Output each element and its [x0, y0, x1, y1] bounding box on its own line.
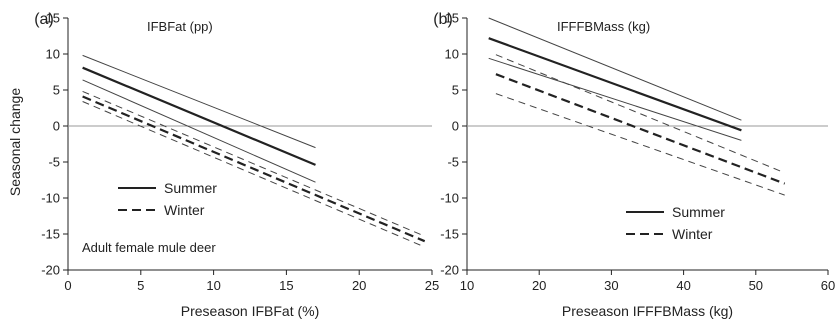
x-tick-label: 20: [352, 278, 366, 293]
y-tick-label: -10: [440, 191, 459, 206]
legend-label-summer: Summer: [164, 180, 217, 196]
legend-label-summer: Summer: [672, 204, 725, 220]
x-tick-label: 10: [460, 278, 474, 293]
panel-a: 15 10 5 0 -5 -10 -15 -20 0 5 10 15 20 25 (a) IFBFat (pp…: [34, 11, 439, 320]
legend: Summer Winter: [118, 180, 217, 218]
legend: Summer Winter: [626, 204, 725, 242]
y-tick-label: -5: [447, 155, 459, 170]
y-tick-label: -10: [41, 191, 60, 206]
y-tick-label: -15: [440, 227, 459, 242]
x-axis-label: Preseason IFBFat (%): [181, 303, 320, 319]
y-tick-label: 10: [46, 47, 60, 62]
summer-fit-line: [488, 37, 742, 132]
legend-label-winter: Winter: [672, 226, 713, 242]
x-tick-label: 20: [532, 278, 546, 293]
x-tick-label: 0: [64, 278, 71, 293]
y-tick-label: -15: [41, 227, 60, 242]
y-tick-label: 15: [46, 11, 60, 26]
x-tick-label: 50: [749, 278, 763, 293]
y-axis-label: Seasonal change: [7, 88, 23, 196]
y-tick-label: 10: [445, 47, 459, 62]
summer-ci-lower-line: [488, 57, 742, 141]
winter-ci-upper-line: [495, 54, 785, 174]
panel-title: IFFFBMass (kg): [557, 19, 650, 34]
y-tick-label: 5: [53, 83, 60, 98]
x-tick-label: 5: [137, 278, 144, 293]
y-tick-label: -20: [41, 263, 60, 278]
legend-label-winter: Winter: [164, 202, 205, 218]
winter-ci-upper-line: [82, 90, 425, 237]
y-tick-label: 0: [452, 119, 459, 134]
winter-fit-line: [82, 95, 426, 243]
ylabel-group: Seasonal change: [7, 88, 23, 196]
y-tick-label: -20: [440, 263, 459, 278]
x-tick-label: 15: [279, 278, 293, 293]
x-tick-label: 25: [425, 278, 439, 293]
panel-title: IFBFat (pp): [147, 19, 213, 34]
x-tick-label: 40: [676, 278, 690, 293]
summer-ci-lower-line: [82, 79, 316, 183]
annotation-text: Adult female mule deer: [82, 240, 216, 255]
winter-ci-lower-line: [82, 101, 425, 248]
summer-ci-upper-line: [488, 17, 742, 121]
y-tick-label: 15: [445, 11, 459, 26]
x-axis-label: Preseason IFFFBMass (kg): [562, 303, 733, 319]
summer-ci-upper-line: [82, 54, 316, 149]
winter-fit-line: [495, 73, 786, 185]
panel-label: (b): [433, 11, 453, 28]
y-tick-label: 5: [452, 83, 459, 98]
y-tick-label: 0: [53, 119, 60, 134]
x-tick-label: 60: [821, 278, 835, 293]
x-tick-label: 30: [604, 278, 618, 293]
summer-fit-line: [82, 66, 316, 166]
winter-ci-lower-line: [495, 93, 785, 196]
y-tick-label: -5: [48, 155, 60, 170]
x-tick-label: 10: [206, 278, 220, 293]
panel-label: (a): [34, 11, 54, 28]
